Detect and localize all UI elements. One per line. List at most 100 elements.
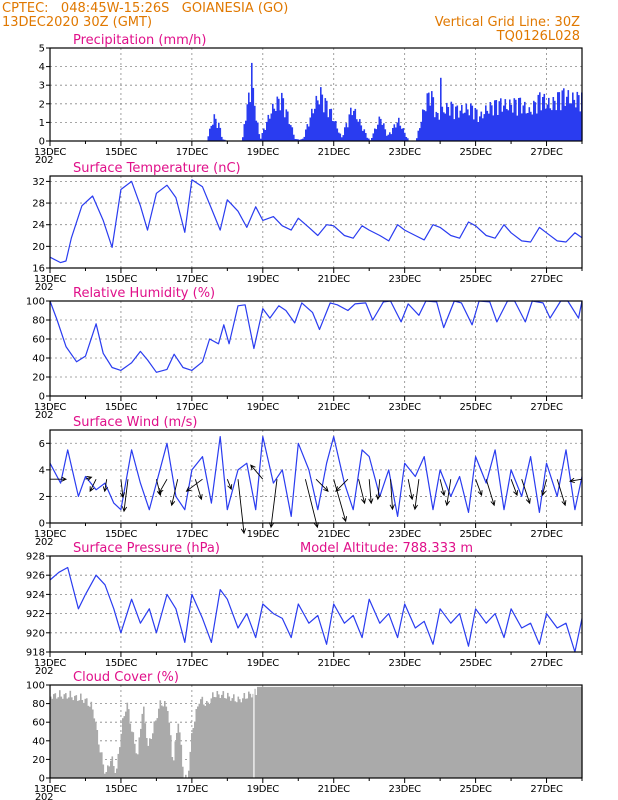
cloud-bar bbox=[227, 692, 229, 778]
x-tick-label: 17DEC bbox=[176, 784, 209, 795]
precip-bar bbox=[245, 120, 247, 141]
cloud-bar bbox=[75, 695, 78, 778]
precip-bar bbox=[551, 110, 553, 141]
cloud-bar bbox=[99, 752, 102, 778]
cloud-bar bbox=[552, 686, 555, 778]
x-tick-label: 15DEC bbox=[105, 658, 138, 669]
precip-bar bbox=[440, 77, 442, 141]
cloud-bar bbox=[180, 744, 183, 778]
precip-bar bbox=[489, 102, 492, 141]
cloud-bar bbox=[462, 686, 465, 778]
cloud-bar bbox=[128, 709, 130, 778]
wind-vector bbox=[250, 464, 264, 480]
cloud-bar bbox=[314, 686, 316, 778]
cloud-bar bbox=[147, 745, 150, 778]
cloud-bar bbox=[564, 686, 567, 778]
cloud-bar bbox=[498, 686, 501, 778]
wind-panel-title: Surface Wind (m/s) bbox=[73, 415, 197, 430]
precip-bar bbox=[362, 130, 364, 141]
precip-bar bbox=[317, 100, 319, 141]
cloud-bar bbox=[83, 702, 85, 778]
cloud-bar bbox=[149, 738, 151, 778]
x-tick-label: 13DEC bbox=[34, 274, 67, 285]
precip-bar bbox=[576, 91, 579, 141]
precip-data-layer bbox=[50, 62, 583, 141]
cloud-bar bbox=[446, 686, 448, 778]
precip-bar bbox=[312, 113, 315, 141]
cloud-bar bbox=[161, 705, 163, 778]
cloud-bar bbox=[117, 753, 120, 778]
cloud-bar bbox=[78, 700, 81, 778]
panel-pressure: 918 920 922 924 926 928 13DEC 15DEC 17DEC 19DEC 21… bbox=[26, 541, 583, 677]
cloud-bar bbox=[236, 702, 238, 778]
cloud-bar bbox=[368, 686, 370, 778]
precip-bar bbox=[501, 111, 504, 141]
cloud-bar bbox=[216, 691, 219, 778]
precip-bar bbox=[446, 102, 448, 141]
x-tick-label: 15DEC bbox=[105, 274, 138, 285]
panel-precip: 0 1 2 3 4 5 13DEC 15DEC 17DEC 19DEC 21DEC 23DEC 25DE… bbox=[34, 33, 583, 166]
precip-bar bbox=[543, 93, 546, 141]
cloud-bar bbox=[134, 743, 136, 778]
cloud-bar bbox=[278, 686, 280, 778]
cloud-bar bbox=[356, 686, 358, 778]
cloud-bar bbox=[444, 686, 447, 778]
precip-bar bbox=[327, 117, 330, 141]
cloud-bar bbox=[321, 686, 324, 778]
precip-bar bbox=[401, 128, 403, 141]
cloud-bar bbox=[138, 737, 141, 778]
wind-vector bbox=[226, 479, 233, 491]
cloud-bar bbox=[509, 686, 511, 778]
y-tick-label: 16 bbox=[32, 264, 45, 275]
cloud-bar bbox=[242, 698, 244, 778]
humidity-panel-title: Relative Humidity (%) bbox=[73, 286, 215, 301]
cloud-bar bbox=[104, 773, 106, 778]
y-tick-label: 922 bbox=[26, 609, 45, 620]
cloud-bar bbox=[572, 686, 574, 778]
x-tick-label: 25DEC bbox=[459, 658, 492, 669]
x-tick-label: 21DEC bbox=[318, 529, 351, 540]
precip-bar bbox=[566, 96, 568, 141]
precip-bar bbox=[546, 104, 549, 141]
cloud-bar bbox=[401, 686, 403, 778]
cloud-bar bbox=[135, 753, 138, 778]
cloud-bar bbox=[107, 765, 109, 778]
cloud-bar bbox=[512, 686, 514, 778]
precip-bar bbox=[428, 92, 430, 141]
precip-bar bbox=[260, 138, 262, 141]
precip-bar bbox=[575, 107, 577, 141]
y-tick-label: 20 bbox=[32, 373, 45, 384]
cloud-bar bbox=[170, 735, 172, 778]
cloud-bar bbox=[543, 686, 546, 778]
precip-bar bbox=[248, 92, 250, 141]
wind-vector bbox=[389, 479, 395, 511]
cloud-bar bbox=[105, 772, 108, 778]
precip-bar bbox=[557, 92, 559, 141]
x-tick-label: 21DEC bbox=[318, 274, 351, 285]
precip-bar bbox=[309, 117, 312, 141]
cloud-bar bbox=[200, 699, 202, 778]
cloud-bar bbox=[158, 708, 160, 778]
cloud-bar bbox=[309, 686, 312, 778]
cloud-bar bbox=[434, 686, 436, 778]
precip-bar bbox=[537, 94, 540, 141]
precip-bar bbox=[437, 113, 439, 141]
precip-bar bbox=[509, 99, 511, 141]
cloud-bar bbox=[240, 702, 243, 778]
cloud-bar bbox=[281, 686, 283, 778]
cloud-bar bbox=[215, 697, 217, 778]
x-tick-label: 27DEC bbox=[530, 147, 563, 158]
precip-bar bbox=[423, 110, 426, 141]
precip-bar bbox=[560, 110, 562, 141]
precip-bar bbox=[461, 105, 463, 141]
humidity-line bbox=[49, 300, 583, 373]
cloud-bar bbox=[405, 686, 408, 778]
cloud-bar bbox=[84, 698, 87, 778]
cloud-bar bbox=[294, 686, 297, 778]
cloud-data-layer bbox=[50, 686, 583, 778]
temp-frame bbox=[49, 175, 583, 269]
precip-bar bbox=[528, 107, 531, 141]
cloud-bar bbox=[308, 686, 310, 778]
precip-bar bbox=[212, 124, 214, 141]
cloud-bar bbox=[548, 686, 550, 778]
